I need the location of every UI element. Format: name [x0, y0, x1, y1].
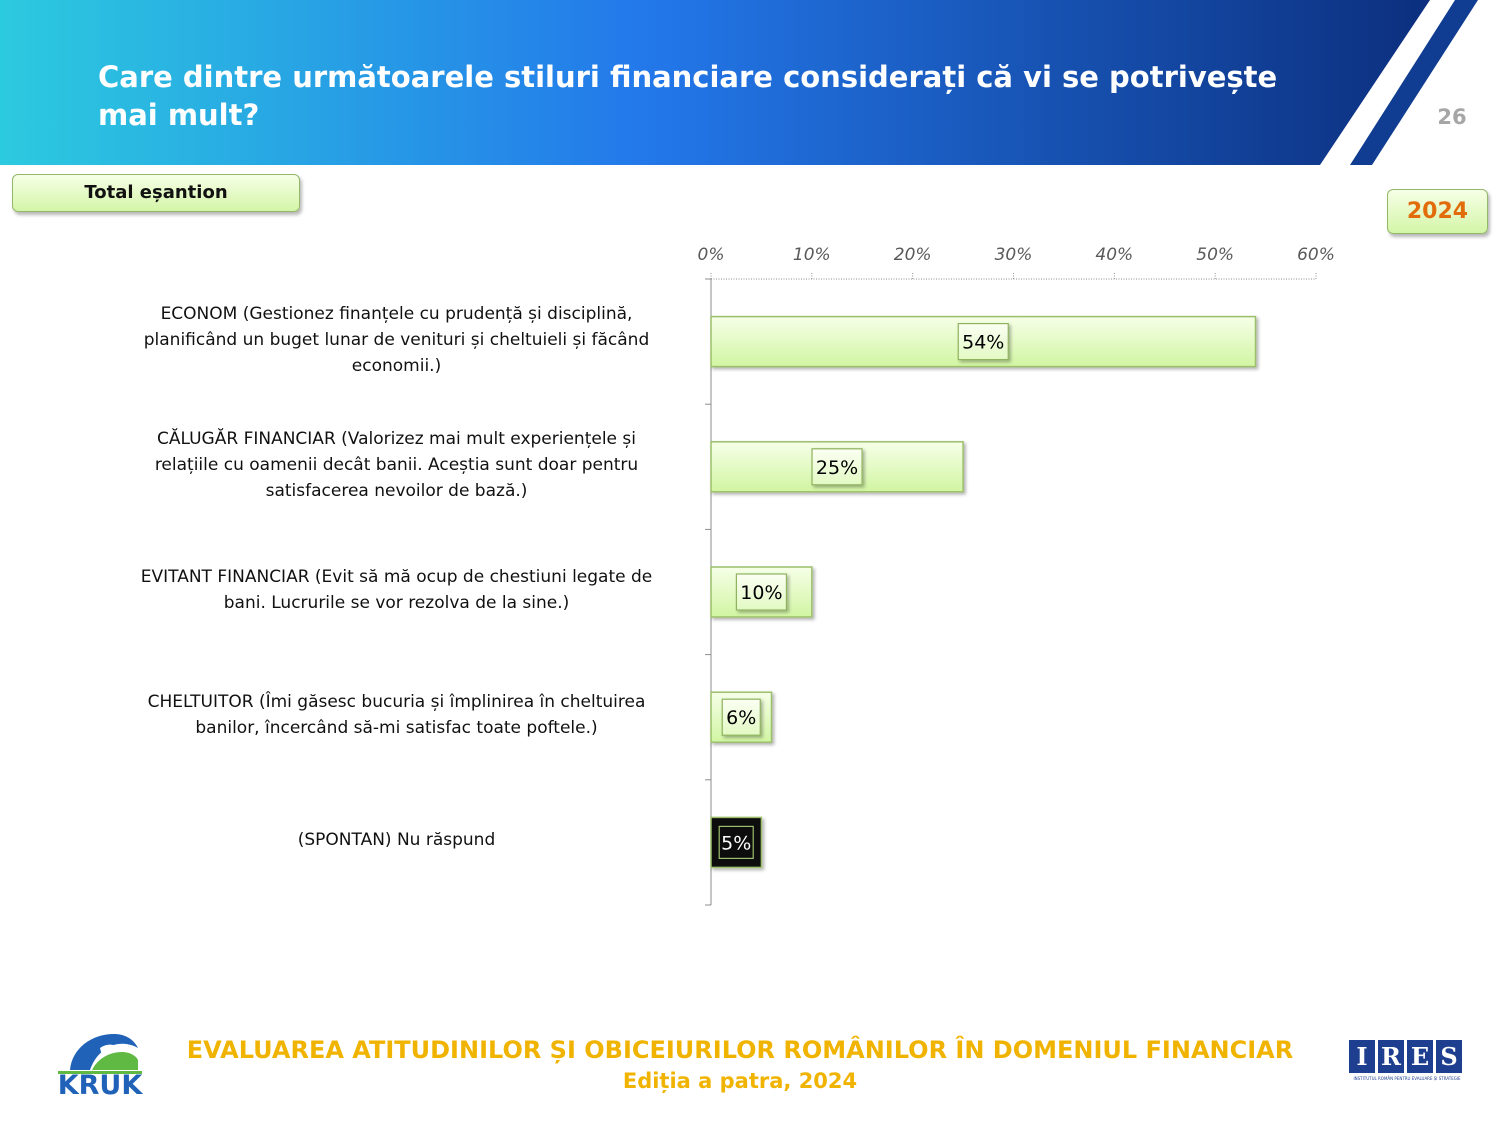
category-label-line: banilor, încercând să-mi satisfac toate …	[195, 718, 598, 739]
kruk-logo: KRUK	[52, 1030, 148, 1102]
value-label: 54%	[962, 332, 1004, 354]
category-label-line: relațiile cu oamenii decât banii. Acești…	[154, 454, 639, 475]
value-label: 6%	[726, 707, 756, 729]
header-background	[0, 0, 1478, 165]
category-label-line: CĂLUGĂR FINANCIAR (Valorizez mai mult ex…	[156, 428, 636, 449]
category-label-line: EVITANT FINANCIAR (Evit să mă ocup de ch…	[140, 567, 653, 587]
category-label: EVITANT FINANCIAR (Evit să mă ocup de ch…	[100, 564, 693, 616]
footer-subtitle: Ediția a patra, 2024	[622, 1069, 858, 1093]
category-label-line: satisfacerea nevoilor de bază.)	[265, 480, 528, 501]
category-label-line: CHELTUITOR (Îmi găsesc bucuria și împlin…	[147, 692, 646, 713]
category-label: (SPONTAN) Nu răspund	[100, 827, 693, 853]
value-label-box	[718, 825, 754, 860]
category-label-line: (SPONTAN) Nu răspund	[297, 830, 496, 851]
category-label: CĂLUGĂR FINANCIAR (Valorizez mai mult ex…	[100, 426, 693, 504]
footer-title: EVALUAREA ATITUDINILOR ȘI OBICEIURILOR R…	[186, 1036, 1294, 1064]
x-tick-label: 30%	[995, 245, 1033, 265]
category-label: CHELTUITOR (Îmi găsesc bucuria și împlin…	[100, 689, 693, 741]
ires-logo-letter: I	[1349, 1040, 1375, 1073]
value-label: 5%	[721, 832, 751, 854]
x-tick-label: 40%	[1095, 245, 1133, 265]
x-tick-label: 0%	[698, 245, 725, 265]
x-tick-label: 20%	[894, 245, 932, 265]
value-label-box	[735, 573, 788, 611]
x-tick-label: 50%	[1196, 245, 1234, 265]
x-tick-label: 60%	[1297, 245, 1335, 265]
category-label: ECONOM (Gestionez finanțele cu prudență …	[100, 301, 693, 379]
x-tick-label: 10%	[793, 245, 831, 265]
ires-logo-subtitle: INSTITUTUL ROMÂN PENTRU EVALUARE ȘI STRA…	[1353, 1076, 1461, 1081]
ires-logo-letter: S	[1436, 1040, 1462, 1073]
bar-chart: 0% 10% 20% 30% 40% 50% 60% 54% 25% 10% 6% 5%	[698, 245, 1335, 906]
sample-badge: Total eșantion	[12, 174, 300, 212]
kruk-underline	[58, 1071, 142, 1074]
kruk-logo-text: KRUK	[57, 1070, 143, 1101]
value-label-box	[721, 698, 761, 736]
year-badge: 2024	[1387, 189, 1488, 234]
category-label-line: bani. Lucrurile se vor rezolva de la sin…	[223, 593, 570, 613]
value-label-box	[811, 448, 863, 486]
category-label-line: economii.)	[351, 355, 442, 376]
ires-logo-letter: R	[1378, 1040, 1404, 1073]
ires-logo-letter: E	[1407, 1040, 1433, 1073]
value-label: 25%	[816, 457, 858, 479]
value-label: 10%	[740, 582, 782, 604]
header-banner	[0, 0, 1500, 165]
category-label-line: ECONOM (Gestionez finanțele cu prudență …	[160, 303, 633, 324]
page-title: Care dintre următoarele stiluri financia…	[98, 60, 1278, 132]
value-label-box	[957, 323, 1009, 361]
kruk-bird-icon	[70, 1034, 138, 1070]
category-label-line: planificând un buget lunar de venituri ș…	[143, 329, 650, 350]
page-number: 26	[1437, 105, 1467, 129]
